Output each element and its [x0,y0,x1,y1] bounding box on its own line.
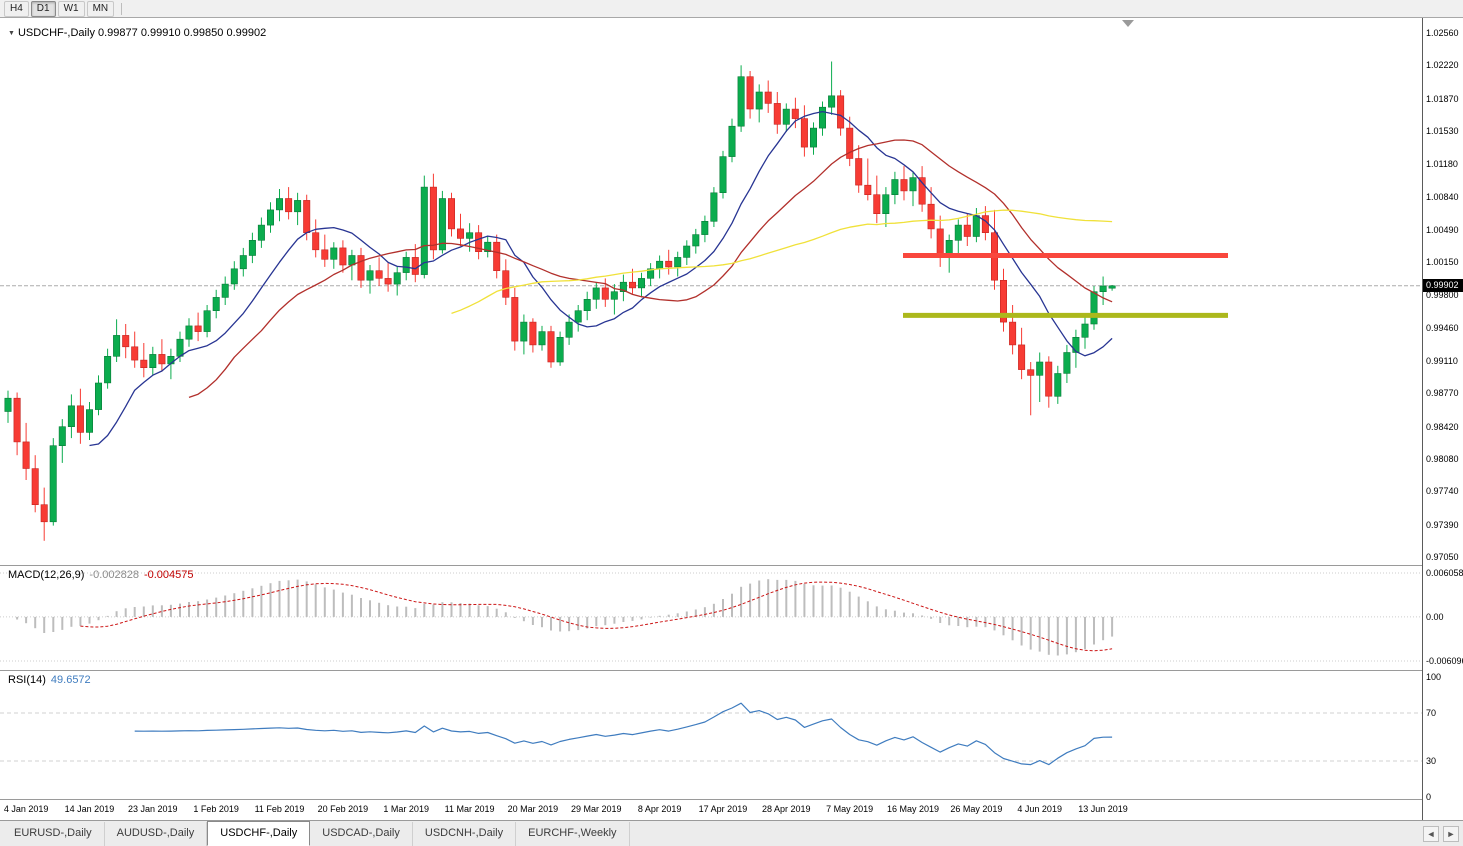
chart-dropdown-icon[interactable]: ▼ [8,30,15,37]
chart-tabs: EURUSD-,Daily AUDUSD-,Daily USDCHF-,Daily U… [2,821,630,846]
price-axis-label: 1.00490 [1426,224,1459,235]
candles [4,61,1116,541]
price-axis-label: 1.00840 [1426,191,1459,202]
rsi-label: RSI(14) 49.6572 [8,674,91,686]
price-axis-label: 1.01870 [1426,93,1459,104]
price-axis-label: 1.02220 [1426,60,1459,71]
chart-tab-eurusd[interactable]: EURUSD-,Daily [2,822,105,846]
date-axis-label: 14 Jan 2019 [64,804,115,814]
date-axis-label: 20 Mar 2019 [507,804,559,814]
date-axis-label: 11 Mar 2019 [444,804,495,814]
chart-ohlc-values: 0.99877 0.99910 0.99850 0.99902 [98,27,267,39]
tab-scroll-right-icon[interactable]: ► [1443,826,1459,842]
ma-line-50 [451,209,1113,315]
price-axis-label: 0.97050 [1426,552,1459,562]
date-axis-label: 29 Mar 2019 [570,804,622,814]
date-axis-label: 1 Feb 2019 [193,804,239,814]
chart-tab-bar: EURUSD-,Daily AUDUSD-,Daily USDCHF-,Daily U… [0,820,1463,846]
date-axis-label: 8 Apr 2019 [637,804,682,814]
rsi-axis-label: 100 [1426,672,1442,682]
tab-scroll-left-icon[interactable]: ◄ [1423,826,1439,842]
macd-canvas[interactable] [0,565,1422,670]
chart-tab-audusd[interactable]: AUDUSD-,Daily [105,822,208,846]
timeframe-d1-button[interactable]: D1 [30,0,56,17]
price-chart-panel: ▼ USDCHF-,Daily 0.99877 0.99910 0.99850 0… [0,18,1422,565]
rsi-line [134,702,1113,766]
macd-main-value: -0.002828 [89,569,139,581]
rsi-axis-label: 30 [1426,756,1437,766]
price-axis-label: 0.99110 [1426,356,1458,367]
rsi-value: 49.6572 [50,674,91,686]
price-axis-label: 0.99460 [1426,322,1459,333]
timeframe-mn-button[interactable]: MN [86,0,115,17]
rsi-axis-label: 70 [1426,708,1437,718]
date-axis-label: 16 May 2019 [886,804,940,814]
price-axis-label: 1.01180 [1426,159,1458,170]
price-axis-label: 0.97740 [1426,486,1459,497]
macd-label: MACD(12,26,9) -0.002828 -0.004575 [8,569,194,581]
date-axis-label: 11 Feb 2019 [254,804,305,814]
chart-tab-usdchf[interactable]: USDCHF-,Daily [207,821,311,846]
date-axis-label: 13 Jun 2019 [1078,804,1128,814]
chart-tab-usdcad[interactable]: USDCAD-,Daily [310,822,413,846]
current-price-badge: 0.99902 [1423,279,1463,293]
chart-shift-marker [1122,20,1134,27]
macd-name: MACD(12,26,9) [8,569,85,581]
date-axis-label: 7 May 2019 [826,804,874,814]
chart-symbol-label: USDCHF-,Daily [17,27,95,39]
price-axis-label: 0.97390 [1426,519,1459,530]
date-axis-label: 1 Mar 2019 [383,804,429,814]
date-axis-label: 17 Apr 2019 [698,804,748,814]
rsi-name: RSI(14) [8,674,46,686]
chart-tab-usdcnh[interactable]: USDCNH-,Daily [413,822,517,846]
timeframe-w1-button[interactable]: W1 [57,0,85,17]
panel-divider[interactable] [0,565,1463,566]
panel-divider [0,799,1463,800]
date-axis-label: 20 Feb 2019 [317,804,369,814]
rsi-axis-label: 0 [1426,792,1432,802]
panel-divider[interactable] [0,670,1463,671]
macd-signal-line [80,581,1113,652]
timeframe-toolbar: H4 D1 W1 MN [0,0,1463,18]
date-axis-label: 4 Jan 2019 [3,804,49,814]
macd-histogram [16,579,1114,656]
time-axis[interactable]: 4 Jan 2019 14 Jan 2019 23 Jan 2019 1 Feb 20… [0,799,1422,820]
price-axis-label: 0.99800 [1426,290,1459,301]
rsi-canvas[interactable] [0,670,1422,799]
price-axis-label: 1.02560 [1426,28,1459,38]
rsi-indicator-panel: RSI(14) 49.6572 [0,670,1422,799]
date-axis-label: 23 Jan 2019 [128,804,178,814]
value-axis-column[interactable]: 1.02560 1.02220 1.01870 1.01530 1.01180 1.008… [1422,0,1463,820]
price-axis-label: 0.98080 [1426,454,1459,465]
price-axis-label: 0.98770 [1426,388,1459,399]
date-axis-label: 28 Apr 2019 [762,804,811,814]
timeframe-h4-button[interactable]: H4 [4,0,29,17]
chart-title: ▼ USDCHF-,Daily 0.99877 0.99910 0.99850 0… [8,27,266,39]
date-axis-label: 26 May 2019 [950,804,1003,814]
macd-indicator-panel: MACD(12,26,9) -0.002828 -0.004575 [0,565,1422,670]
toolbar-separator [121,2,123,15]
macd-axis-label: 0.006058 [1426,568,1463,578]
ma-line-21 [188,139,1113,399]
macd-signal-value: -0.004575 [143,569,194,581]
price-chart-canvas[interactable] [0,18,1422,565]
price-axis-label: 1.01530 [1426,125,1459,136]
macd-axis-label: -0.006096 [1426,656,1463,666]
chart-tab-eurchf[interactable]: EURCHF-,Weekly [516,822,630,846]
price-axis-label: 1.00150 [1426,257,1459,268]
date-axis-label: 4 Jun 2019 [1017,804,1062,814]
tab-scroll-arrows: ◄ ► [1423,826,1459,842]
macd-axis-label: 0.00 [1426,611,1444,622]
ma-line-10 [89,110,1113,447]
price-axis-label: 0.98420 [1426,421,1459,432]
